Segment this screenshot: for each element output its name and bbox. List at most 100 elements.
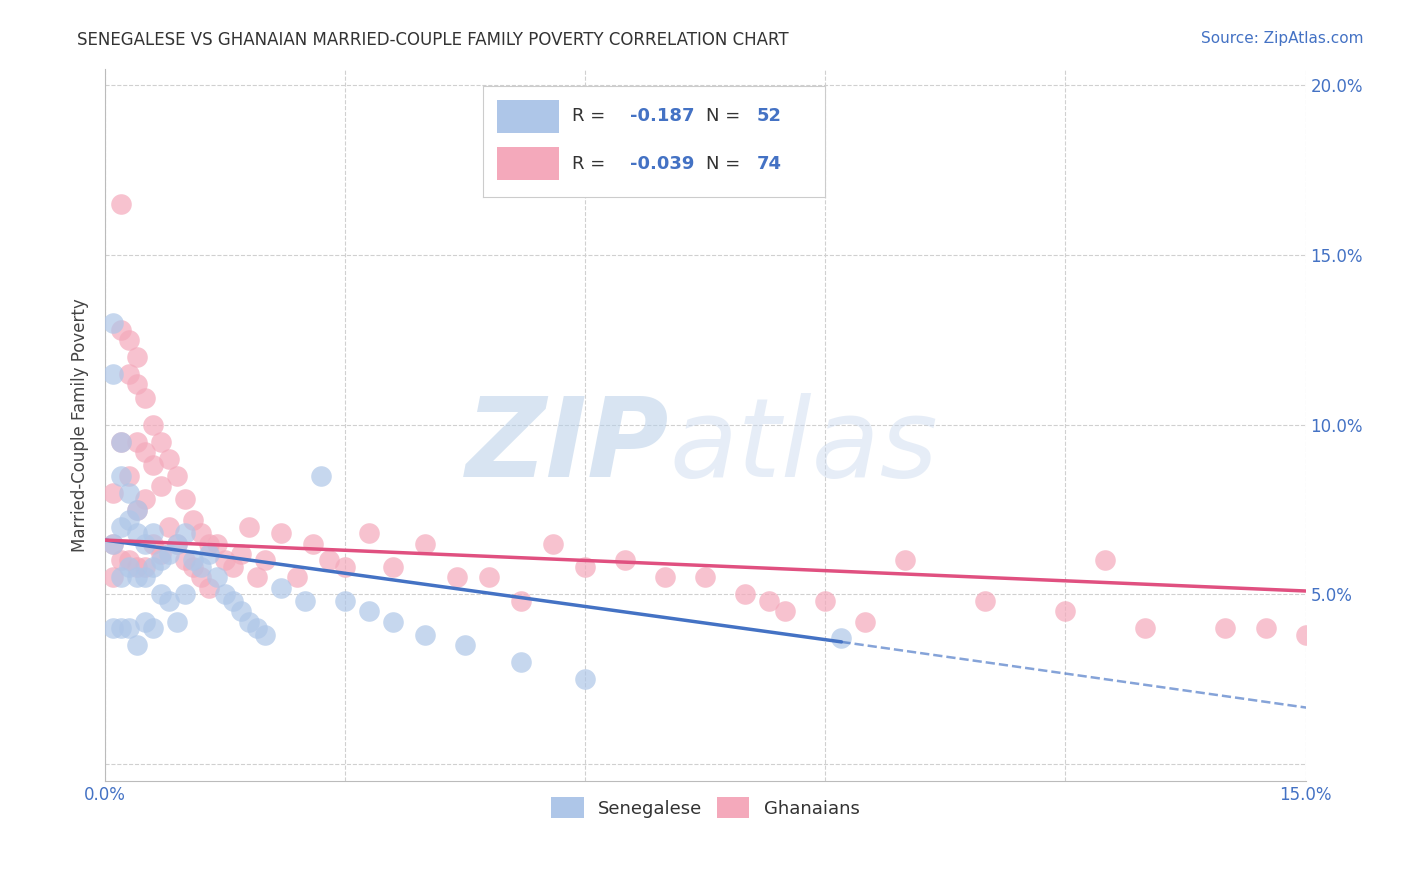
Point bbox=[110, 570, 132, 584]
Y-axis label: Married-Couple Family Poverty: Married-Couple Family Poverty bbox=[72, 298, 89, 551]
Point bbox=[150, 434, 173, 449]
Point bbox=[134, 391, 156, 405]
Point bbox=[174, 553, 197, 567]
Point bbox=[1295, 628, 1317, 642]
Point bbox=[134, 615, 156, 629]
Point bbox=[134, 560, 156, 574]
Point bbox=[118, 468, 141, 483]
Point bbox=[181, 560, 204, 574]
Point bbox=[110, 434, 132, 449]
Point bbox=[1254, 621, 1277, 635]
Point bbox=[157, 594, 180, 608]
Point bbox=[254, 628, 277, 642]
Text: SENEGALESE VS GHANAIAN MARRIED-COUPLE FAMILY POVERTY CORRELATION CHART: SENEGALESE VS GHANAIAN MARRIED-COUPLE FA… bbox=[77, 31, 789, 49]
Point bbox=[758, 594, 780, 608]
Point bbox=[118, 560, 141, 574]
Point bbox=[157, 451, 180, 466]
Point bbox=[166, 468, 188, 483]
Point bbox=[359, 526, 381, 541]
Point bbox=[127, 434, 149, 449]
Point bbox=[238, 519, 260, 533]
Point bbox=[166, 536, 188, 550]
Point bbox=[118, 333, 141, 347]
Point bbox=[110, 621, 132, 635]
Point bbox=[127, 350, 149, 364]
Point bbox=[142, 417, 165, 432]
Point bbox=[454, 638, 477, 652]
Point bbox=[118, 367, 141, 381]
Point bbox=[775, 604, 797, 618]
Point bbox=[814, 594, 837, 608]
Point bbox=[302, 536, 325, 550]
Point bbox=[270, 581, 292, 595]
Point bbox=[318, 553, 340, 567]
Point bbox=[222, 594, 245, 608]
Point bbox=[181, 513, 204, 527]
Point bbox=[103, 536, 125, 550]
Point bbox=[118, 621, 141, 635]
Point bbox=[207, 570, 229, 584]
Point bbox=[231, 604, 253, 618]
Point bbox=[174, 587, 197, 601]
Point bbox=[382, 615, 405, 629]
Point bbox=[150, 547, 173, 561]
Point bbox=[574, 560, 596, 574]
Point bbox=[127, 502, 149, 516]
Point bbox=[118, 485, 141, 500]
Point bbox=[1215, 621, 1237, 635]
Point bbox=[110, 323, 132, 337]
Point bbox=[174, 492, 197, 507]
Point bbox=[614, 553, 637, 567]
Point bbox=[134, 570, 156, 584]
Point bbox=[510, 655, 533, 669]
Point bbox=[335, 560, 357, 574]
Point bbox=[150, 587, 173, 601]
Point bbox=[103, 621, 125, 635]
Point bbox=[174, 526, 197, 541]
Point bbox=[974, 594, 997, 608]
Point bbox=[103, 367, 125, 381]
Point bbox=[134, 492, 156, 507]
Point bbox=[413, 536, 436, 550]
Point bbox=[1094, 553, 1116, 567]
Point bbox=[359, 604, 381, 618]
Point bbox=[294, 594, 316, 608]
Point bbox=[231, 547, 253, 561]
Point bbox=[214, 587, 236, 601]
Point bbox=[118, 513, 141, 527]
Point bbox=[110, 519, 132, 533]
Point bbox=[157, 519, 180, 533]
Point bbox=[166, 615, 188, 629]
Point bbox=[127, 502, 149, 516]
Point bbox=[103, 485, 125, 500]
Legend: Senegalese, Ghanaians: Senegalese, Ghanaians bbox=[544, 790, 868, 825]
Point bbox=[413, 628, 436, 642]
Point bbox=[246, 570, 269, 584]
Point bbox=[134, 445, 156, 459]
Point bbox=[270, 526, 292, 541]
Point bbox=[309, 468, 332, 483]
Point bbox=[198, 547, 221, 561]
Point bbox=[446, 570, 468, 584]
Point bbox=[285, 570, 308, 584]
Point bbox=[478, 570, 501, 584]
Point bbox=[127, 638, 149, 652]
Text: ZIP: ZIP bbox=[465, 392, 669, 500]
Point bbox=[214, 553, 236, 567]
Point bbox=[190, 570, 212, 584]
Point bbox=[110, 468, 132, 483]
Point bbox=[134, 536, 156, 550]
Point bbox=[1135, 621, 1157, 635]
Point bbox=[142, 560, 165, 574]
Point bbox=[142, 536, 165, 550]
Point bbox=[150, 479, 173, 493]
Point bbox=[142, 526, 165, 541]
Point bbox=[190, 526, 212, 541]
Point bbox=[695, 570, 717, 584]
Text: Source: ZipAtlas.com: Source: ZipAtlas.com bbox=[1201, 31, 1364, 46]
Point bbox=[190, 560, 212, 574]
Point bbox=[110, 553, 132, 567]
Point bbox=[382, 560, 405, 574]
Point bbox=[1054, 604, 1077, 618]
Point bbox=[207, 536, 229, 550]
